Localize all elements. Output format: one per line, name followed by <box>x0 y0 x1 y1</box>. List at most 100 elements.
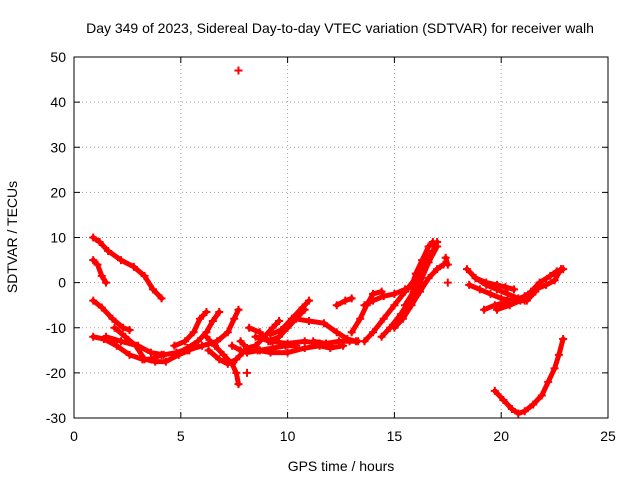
x-tick-label: 0 <box>70 428 78 444</box>
data-point <box>146 348 155 357</box>
data-point <box>544 377 553 386</box>
data-point <box>369 296 378 305</box>
data-point <box>428 247 437 256</box>
data-point <box>492 305 501 314</box>
series-track-19 <box>309 337 363 348</box>
x-tick-label: 20 <box>493 428 509 444</box>
series-track-10 <box>202 332 243 389</box>
series-point-17 <box>443 278 452 287</box>
data-point <box>219 350 228 359</box>
data-point <box>304 316 313 325</box>
data-point <box>377 287 386 296</box>
data-point <box>236 346 245 355</box>
series-track-25 <box>390 260 448 332</box>
data-point <box>268 323 277 332</box>
series-point-8 <box>243 368 252 377</box>
y-tick-label: 30 <box>50 139 66 155</box>
data-point <box>300 337 309 346</box>
data-point <box>347 328 356 337</box>
series-track-11 <box>204 346 247 368</box>
grid-lines <box>74 57 608 418</box>
data-point <box>390 289 399 298</box>
data-point <box>499 395 508 404</box>
data-point <box>234 66 243 75</box>
chart-title: Day 349 of 2023, Sidereal Day-to-day VTE… <box>86 20 594 36</box>
data-point <box>424 274 433 283</box>
data-point <box>255 328 264 337</box>
data-point <box>398 314 407 323</box>
data-point <box>480 305 489 314</box>
series-track-27 <box>407 238 437 292</box>
data-point <box>125 326 134 335</box>
data-point <box>369 328 378 337</box>
data-point <box>332 301 341 310</box>
series-track-8 <box>170 307 211 350</box>
data-point <box>418 256 427 265</box>
data-point <box>277 326 286 335</box>
data-point <box>537 391 546 400</box>
data-point <box>108 314 117 323</box>
series-trace <box>90 235 165 301</box>
data-point <box>89 233 98 242</box>
data-point <box>264 337 273 346</box>
data-point <box>542 280 551 289</box>
data-point <box>529 400 538 409</box>
data-point <box>223 359 232 368</box>
data-point <box>546 271 555 280</box>
series-track-2 <box>89 256 111 287</box>
data-point <box>102 278 111 287</box>
data-point <box>204 346 213 355</box>
series-track-9 <box>183 305 243 355</box>
data-series <box>89 66 568 418</box>
data-point <box>409 287 418 296</box>
data-point <box>379 292 388 301</box>
data-point <box>104 247 113 256</box>
data-point <box>275 332 284 341</box>
data-point <box>465 280 474 289</box>
series-track-15 <box>253 341 348 357</box>
data-point <box>322 339 331 348</box>
series-track-34 <box>490 335 568 418</box>
data-point <box>151 357 160 366</box>
data-point <box>232 355 241 364</box>
data-point <box>112 341 121 350</box>
data-point <box>266 348 275 357</box>
data-point <box>283 339 292 348</box>
data-point <box>514 409 523 418</box>
data-point <box>326 344 335 353</box>
data-point <box>401 301 410 310</box>
data-point <box>486 289 495 298</box>
series-track-1 <box>89 233 166 303</box>
data-point <box>89 332 98 341</box>
data-point <box>554 350 563 359</box>
data-point <box>266 330 275 339</box>
series-track-21 <box>347 287 386 337</box>
data-point <box>181 337 190 346</box>
data-point <box>360 337 369 346</box>
x-tick-label: 10 <box>280 428 296 444</box>
y-tick-label: -30 <box>46 410 66 426</box>
data-point <box>102 332 111 341</box>
y-tick-label: 0 <box>58 275 66 291</box>
data-point <box>243 368 252 377</box>
data-point <box>377 332 386 341</box>
data-point <box>550 276 559 285</box>
y-tick-label: -20 <box>46 365 66 381</box>
data-point <box>129 262 138 271</box>
series-trace <box>492 336 566 416</box>
x-tick-label: 5 <box>177 428 185 444</box>
data-point <box>202 307 211 316</box>
data-point <box>559 265 568 274</box>
data-point <box>89 256 98 265</box>
data-point <box>275 316 284 325</box>
data-point <box>149 285 158 294</box>
data-point <box>116 256 125 265</box>
series-point-outlier <box>234 66 243 75</box>
data-point <box>505 301 514 310</box>
data-point <box>253 346 262 355</box>
data-point <box>140 271 149 280</box>
data-point <box>159 350 168 359</box>
data-point <box>475 285 484 294</box>
